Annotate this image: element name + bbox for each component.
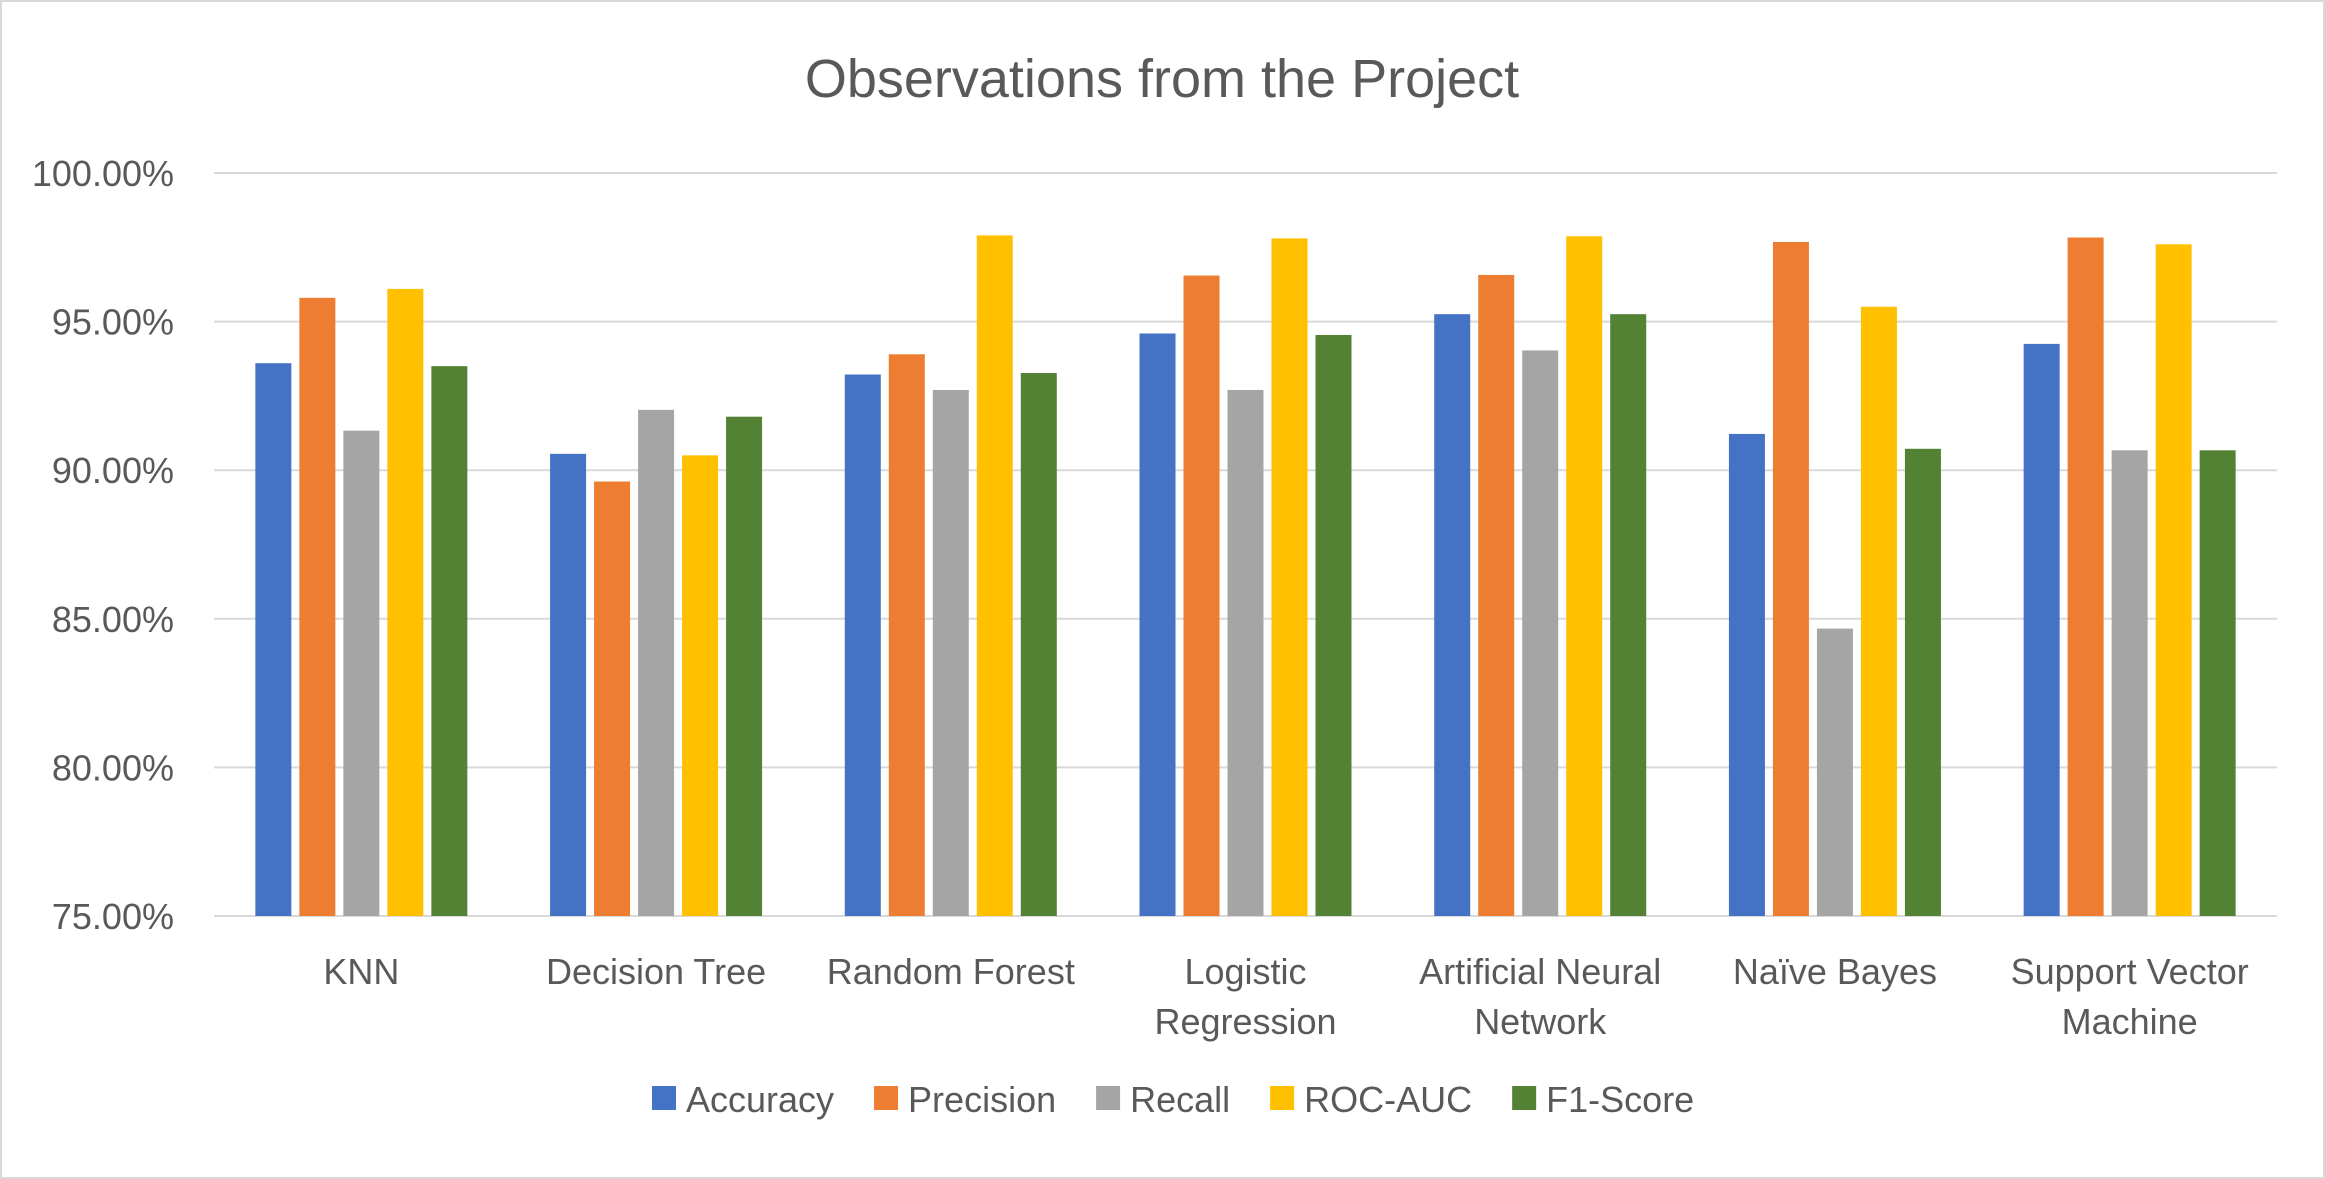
y-tick-label: 75.00% bbox=[52, 896, 174, 937]
bars bbox=[255, 235, 2236, 917]
x-category-label: Support Vector Machine bbox=[2011, 951, 2249, 1042]
legend-label: ROC-AUC bbox=[1304, 1079, 1472, 1120]
x-category-label-line: Random Forest bbox=[827, 951, 1075, 992]
x-category-label-line: Artificial Neural bbox=[1419, 951, 1661, 992]
legend-label: Recall bbox=[1130, 1079, 1230, 1120]
y-tick-label: 80.00% bbox=[52, 747, 174, 788]
y-tick-label: 85.00% bbox=[52, 599, 174, 640]
bar-f1-score bbox=[726, 416, 763, 916]
bar-precision bbox=[1183, 275, 1220, 916]
chart-title: Observations from the Project bbox=[805, 49, 1519, 109]
bar-precision bbox=[888, 354, 925, 916]
y-tick-label: 95.00% bbox=[52, 302, 174, 343]
bar-roc-auc bbox=[2155, 244, 2192, 916]
bar-precision bbox=[299, 297, 336, 917]
x-category-label: Logistic Regression bbox=[1154, 951, 1336, 1042]
bar-f1-score bbox=[1904, 448, 1941, 916]
legend-swatch bbox=[652, 1086, 676, 1110]
x-category-label: Naïve Bayes bbox=[1733, 951, 1937, 992]
x-category-label-line: KNN bbox=[323, 951, 399, 992]
bar-recall bbox=[2111, 450, 2148, 916]
bar-accuracy bbox=[1434, 314, 1471, 916]
bar-roc-auc bbox=[1271, 238, 1308, 916]
bar-accuracy bbox=[844, 374, 881, 916]
bar-precision bbox=[1478, 274, 1515, 917]
bar-roc-auc bbox=[1566, 236, 1603, 917]
x-category-label-line: Regression bbox=[1154, 1001, 1336, 1042]
bar-precision bbox=[2067, 237, 2104, 916]
x-axis-categories: KNN Decision Tree Random Forest Logistic Reg… bbox=[323, 951, 2248, 1042]
bar-recall bbox=[1816, 628, 1853, 916]
y-tick-label: 100.00% bbox=[32, 153, 174, 194]
x-category-label: Decision Tree bbox=[546, 951, 766, 992]
bar-recall bbox=[343, 430, 380, 916]
bar-roc-auc bbox=[682, 455, 719, 916]
bar-recall bbox=[1227, 389, 1264, 916]
bar-accuracy bbox=[255, 363, 292, 916]
legend-label: F1-Score bbox=[1546, 1079, 1694, 1120]
x-category-label: KNN bbox=[323, 951, 399, 992]
bar-f1-score bbox=[1315, 334, 1352, 916]
legend: Accuracy Precision Recall ROC-AUC F1-Score bbox=[652, 1079, 1694, 1120]
bar-roc-auc bbox=[976, 235, 1013, 917]
bar-recall bbox=[1522, 350, 1559, 916]
bar-recall bbox=[932, 389, 969, 916]
bar-f1-score bbox=[1610, 314, 1647, 916]
x-category-label-line: Naïve Bayes bbox=[1733, 951, 1937, 992]
x-category-label-line: Network bbox=[1474, 1001, 1607, 1042]
x-category-label-line: Logistic bbox=[1184, 951, 1306, 992]
legend-label: Precision bbox=[908, 1079, 1056, 1120]
x-category-label: Random Forest bbox=[827, 951, 1075, 992]
bar-accuracy bbox=[1728, 433, 1765, 916]
bar-roc-auc bbox=[387, 288, 424, 917]
x-category-label: Artificial Neural Network bbox=[1419, 951, 1661, 1042]
bar-recall bbox=[638, 409, 675, 916]
x-category-label-line: Support Vector bbox=[2011, 951, 2249, 992]
x-category-label-line: Machine bbox=[2062, 1001, 2198, 1042]
y-axis-ticks: 75.00% 80.00% 85.00% 90.00% 95.00% 100.00% bbox=[32, 153, 174, 937]
bar-accuracy bbox=[2023, 343, 2060, 916]
legend-label: Accuracy bbox=[686, 1079, 834, 1120]
bar-precision bbox=[594, 481, 631, 916]
bar-roc-auc bbox=[1860, 306, 1897, 916]
legend-swatch bbox=[874, 1086, 899, 1110]
bar-accuracy bbox=[1139, 333, 1176, 916]
bar-precision bbox=[1772, 241, 1809, 917]
bar-accuracy bbox=[550, 453, 587, 916]
bar-f1-score bbox=[431, 366, 468, 916]
legend-swatch bbox=[1270, 1086, 1295, 1110]
y-tick-label: 90.00% bbox=[52, 450, 174, 491]
legend-swatch bbox=[1096, 1086, 1121, 1110]
bar-f1-score bbox=[2199, 450, 2236, 916]
legend-swatch bbox=[1512, 1086, 1537, 1110]
x-category-label-line: Decision Tree bbox=[546, 951, 766, 992]
bar-f1-score bbox=[1020, 373, 1057, 916]
